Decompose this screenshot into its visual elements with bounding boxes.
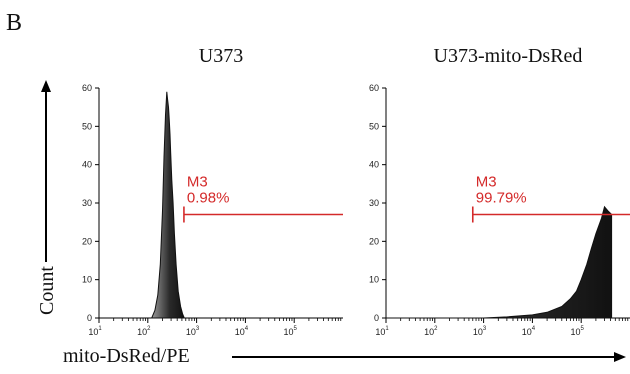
x-tick-base: 10 [375, 327, 385, 337]
y-tick-label: 60 [82, 83, 92, 93]
panel-letter: B [6, 10, 22, 36]
x-axis-label: mito-DsRed/PE [63, 345, 190, 367]
chart-title: U373 [199, 45, 243, 67]
x-tick-label: 102 [137, 326, 151, 337]
gate-label: M3 [187, 174, 208, 191]
histogram-area [150, 91, 186, 319]
chart-title: U373-mito-DsRed [434, 45, 583, 67]
y-tick-label: 10 [369, 275, 379, 285]
y-tick-label: 0 [87, 313, 92, 323]
x-tick-base: 10 [473, 327, 483, 337]
x-axis-arrowhead [614, 352, 626, 362]
y-tick-label: 40 [82, 160, 92, 170]
x-tick-base: 10 [571, 327, 581, 337]
x-tick-base: 10 [284, 327, 294, 337]
x-tick-label: 103 [473, 326, 487, 337]
x-tick-exponent: 4 [245, 326, 249, 332]
x-tick-exponent: 3 [196, 326, 200, 332]
x-tick-label: 104 [522, 326, 536, 337]
x-tick-exponent: 5 [294, 326, 298, 332]
y-axis-label: Count [36, 266, 58, 315]
x-tick-label: 104 [235, 326, 249, 337]
x-tick-exponent: 5 [581, 326, 585, 332]
y-tick-label: 50 [369, 121, 379, 131]
y-tick-label: 20 [82, 236, 92, 246]
y-tick-label: 10 [82, 275, 92, 285]
x-tick-label: 103 [186, 326, 200, 337]
gate-percent: 99.79% [476, 190, 527, 207]
y-tick-label: 60 [369, 83, 379, 93]
x-tick-exponent: 3 [483, 326, 487, 332]
x-tick-base: 10 [88, 327, 98, 337]
y-tick-label: 20 [369, 236, 379, 246]
y-tick-label: 30 [82, 198, 92, 208]
x-tick-label: 101 [88, 326, 102, 337]
x-tick-label: 101 [375, 326, 389, 337]
x-tick-exponent: 2 [147, 326, 151, 332]
x-tick-exponent: 2 [434, 326, 438, 332]
y-tick-label: 40 [369, 160, 379, 170]
x-tick-base: 10 [235, 327, 245, 337]
y-tick-label: 0 [374, 313, 379, 323]
x-tick-base: 10 [137, 327, 147, 337]
x-tick-exponent: 1 [385, 326, 389, 332]
y-axis-arrowhead [41, 80, 51, 92]
y-tick-label: 30 [369, 198, 379, 208]
x-tick-label: 105 [284, 326, 298, 337]
y-tick-label: 50 [82, 121, 92, 131]
x-tick-base: 10 [522, 327, 532, 337]
x-tick-label: 102 [424, 326, 438, 337]
gate-label: M3 [476, 174, 497, 191]
gate-percent: 0.98% [187, 190, 230, 207]
x-tick-base: 10 [186, 327, 196, 337]
x-tick-exponent: 1 [98, 326, 102, 332]
x-tick-label: 105 [571, 326, 585, 337]
x-tick-base: 10 [424, 327, 434, 337]
x-tick-exponent: 4 [532, 326, 536, 332]
histogram-area [386, 205, 613, 319]
